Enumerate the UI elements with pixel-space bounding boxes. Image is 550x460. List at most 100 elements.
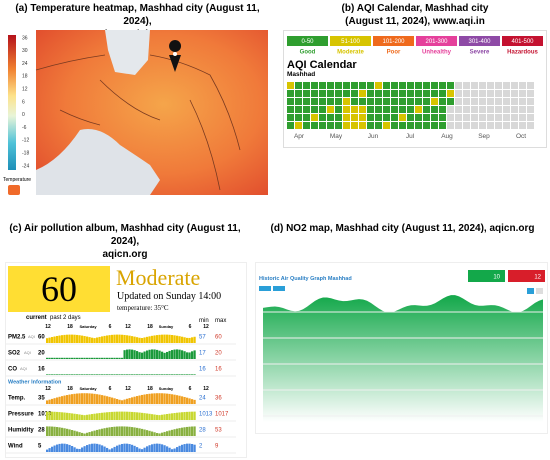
mini-bar: [131, 444, 134, 452]
mini-bar: [51, 357, 54, 359]
mini-bar: [171, 374, 174, 375]
calendar-cell: [423, 114, 430, 121]
mini-bar: [161, 393, 164, 404]
mini-bar: [191, 411, 194, 420]
updated: Updated on Sunday 14:00: [117, 291, 222, 302]
calendar-cell: [407, 82, 414, 89]
calendar-cell: [295, 82, 302, 89]
mini-bar: [61, 427, 64, 436]
mini-bar: [83, 374, 86, 375]
calendar-cell: [479, 82, 486, 89]
mini-bar: [181, 427, 184, 436]
mini-bar: [173, 429, 176, 436]
temperature: temperature: 35°C: [117, 304, 169, 312]
mini-bar: [138, 374, 141, 375]
mini-bar: [181, 336, 184, 343]
mini-bar: [93, 357, 96, 359]
mini-bar: [101, 357, 104, 359]
calendar-cell: [423, 122, 430, 129]
min-label: min: [199, 318, 209, 324]
month-label: Oct: [516, 133, 526, 140]
calendar-cell: [367, 82, 374, 89]
calendar-cell: [359, 114, 366, 121]
mini-bar: [146, 374, 149, 375]
mini-bar: [176, 335, 179, 343]
mini-bar: [118, 444, 121, 452]
calendar-cell: [383, 106, 390, 113]
mini-bar: [108, 412, 111, 420]
mini-bar: [76, 374, 79, 375]
mini-bar: [98, 336, 101, 343]
mini-bar: [191, 374, 194, 375]
calendar-cell: [479, 106, 486, 113]
mini-bar: [173, 335, 176, 343]
mini-bar: [171, 413, 174, 420]
mini-bar: [188, 337, 191, 343]
mini-bar: [168, 374, 171, 375]
calendar-cell: [327, 122, 334, 129]
mini-bar: [61, 357, 64, 359]
legend-swatch: [330, 36, 371, 46]
mini-bar: [153, 432, 156, 436]
caption-line: (d) NO2 map, Mashhad city (August 11, 20…: [270, 223, 535, 234]
mini-bar: [101, 336, 104, 343]
mini-bar: [96, 443, 99, 452]
button[interactable]: [536, 288, 543, 294]
mini-bar: [98, 394, 101, 404]
mini-bar: [63, 412, 66, 420]
mini-bar: [178, 336, 181, 343]
mini-bar: [161, 334, 164, 343]
mini-bar: [136, 427, 139, 436]
mini-bar: [118, 357, 121, 359]
row-min: 57: [199, 335, 206, 341]
calendar-cell: [415, 106, 422, 113]
mini-bar: [171, 449, 174, 452]
mini-bar: [158, 415, 161, 420]
mini-bar: [71, 394, 74, 404]
mini-bar: [51, 374, 54, 375]
legend-tick: 30: [22, 48, 28, 54]
calendar-cell: [399, 106, 406, 113]
mini-bar: [58, 374, 61, 375]
calendar-cell: [351, 106, 358, 113]
button[interactable]: [259, 286, 271, 291]
mini-bar: [56, 374, 59, 375]
mini-bar: [86, 445, 89, 452]
mini-bar: [183, 427, 186, 436]
status: Moderate: [116, 265, 201, 290]
mini-bar: [188, 352, 191, 359]
mini-bar: [163, 374, 166, 375]
calendar-cell: [447, 98, 454, 105]
calendar-cell: [399, 98, 406, 105]
button[interactable]: [527, 288, 534, 294]
mini-bar: [71, 413, 74, 420]
mini-bar: [66, 444, 69, 452]
row-min: 17: [199, 351, 206, 357]
heatmap-panel: Temperature 36 30 24 18 12 6 0 -6 -12 -18 -24: [3, 30, 268, 195]
button[interactable]: [273, 286, 285, 291]
hour-label: 18: [67, 324, 73, 330]
calendar-cell: [439, 90, 446, 97]
mini-bar: [113, 411, 116, 420]
calendar-cell: [391, 90, 398, 97]
mini-bar: [68, 374, 71, 375]
calendar-cell: [383, 82, 390, 89]
mini-bar: [103, 335, 106, 343]
mini-bar: [141, 338, 144, 343]
mini-bar: [113, 426, 116, 436]
hour-label: 12: [125, 324, 131, 330]
graph-title: Historic Air Quality Graph Mashhad: [259, 276, 352, 282]
calendar-cell: [375, 114, 382, 121]
mini-bar: [163, 431, 166, 436]
mini-bar: [141, 412, 144, 420]
hour-label: 6: [189, 386, 192, 392]
mini-bar: [126, 426, 129, 436]
legend-tick: 18: [22, 74, 28, 80]
mini-bar: [81, 393, 84, 404]
mini-bar: [66, 428, 69, 436]
mini-bar: [53, 336, 56, 343]
mini-bar: [151, 414, 154, 420]
mini-bar: [143, 413, 146, 420]
area: [263, 295, 543, 422]
calendar-cell: [511, 98, 518, 105]
